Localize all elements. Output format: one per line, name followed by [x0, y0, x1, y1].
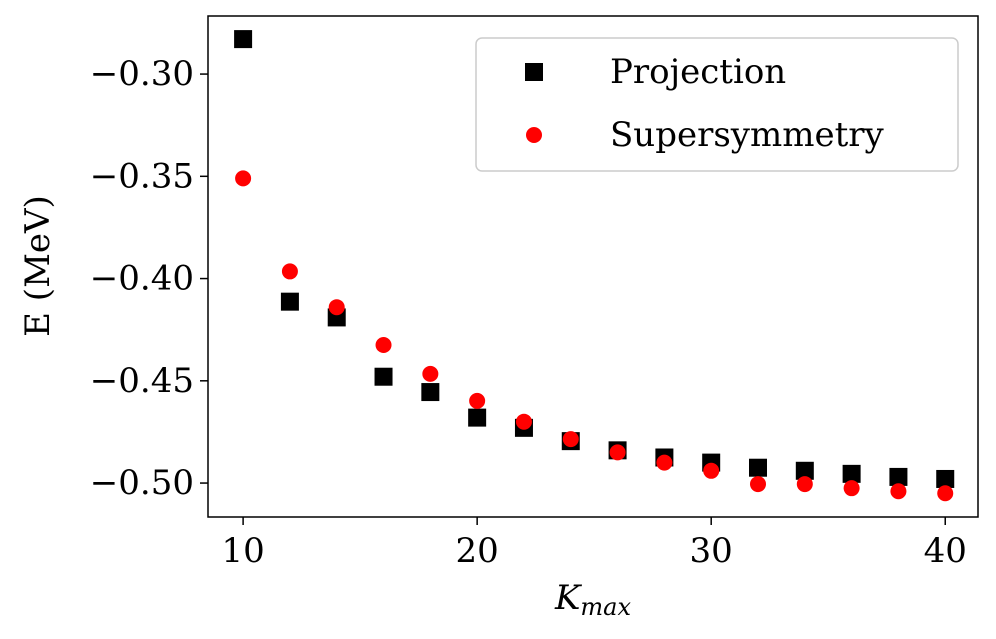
y-tick-label: −0.30	[90, 54, 194, 94]
marker	[750, 476, 766, 493]
marker	[937, 485, 954, 502]
marker	[469, 392, 486, 409]
marker	[936, 469, 955, 488]
marker	[890, 483, 907, 500]
marker	[842, 464, 861, 483]
marker	[281, 263, 298, 280]
x-tick-label: 40	[924, 531, 967, 571]
x-tick-label: 20	[456, 531, 499, 571]
x-label-sub: max	[580, 593, 631, 621]
marker	[421, 383, 440, 402]
legend-marker	[525, 63, 543, 81]
marker	[889, 467, 908, 486]
x-axis-label: Kmax	[554, 578, 631, 621]
marker	[843, 480, 860, 497]
marker	[234, 30, 253, 49]
marker	[656, 454, 673, 471]
marker	[562, 431, 579, 448]
marker	[796, 476, 813, 493]
legend-label: Projection	[610, 52, 786, 92]
marker	[749, 458, 767, 477]
marker	[235, 170, 252, 187]
marker	[374, 367, 393, 386]
marker	[795, 461, 814, 480]
marker	[328, 299, 345, 316]
y-tick-label: −0.45	[90, 361, 194, 401]
y-axis-label: E (MeV)	[18, 195, 58, 337]
legend-box	[475, 37, 959, 172]
marker	[468, 408, 487, 427]
marker	[515, 413, 532, 430]
legend-marker	[526, 127, 542, 143]
y-tick-label: −0.50	[90, 463, 194, 503]
marker	[422, 365, 439, 382]
marker	[375, 337, 392, 354]
y-tick-label: −0.40	[90, 259, 194, 299]
y-tick-label: −0.35	[90, 156, 194, 196]
x-tick-label: 10	[221, 531, 264, 571]
plot-frame	[207, 15, 979, 518]
marker	[609, 444, 626, 461]
marker	[280, 292, 299, 311]
x-label-base: K	[554, 578, 583, 618]
marker	[703, 462, 720, 479]
legend-label: Supersymmetry	[610, 115, 885, 155]
x-tick-label: 30	[690, 531, 733, 571]
